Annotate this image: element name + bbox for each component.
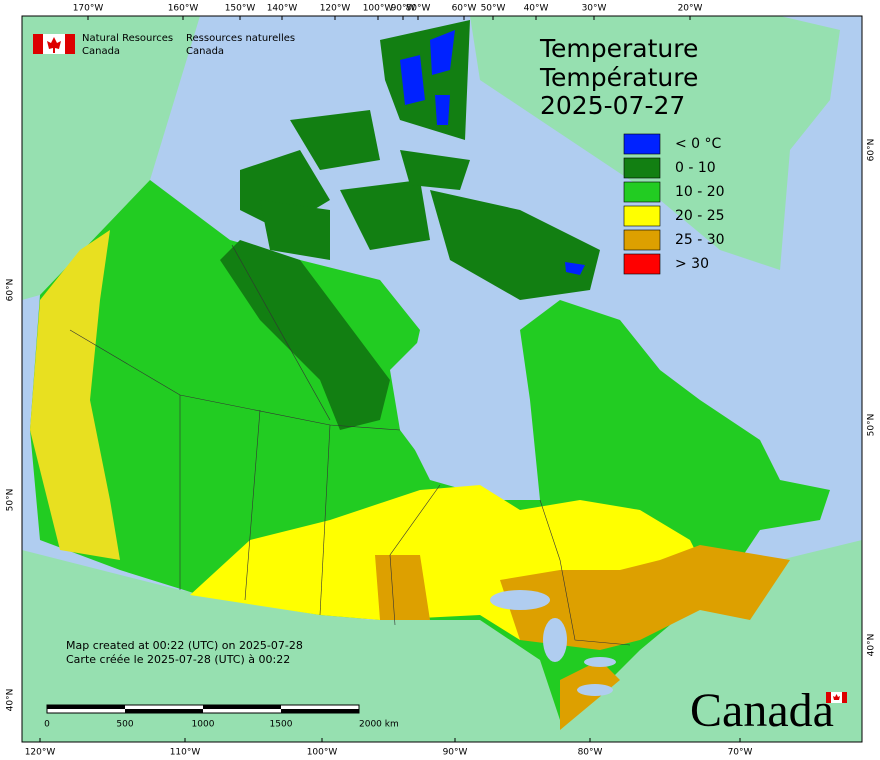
wordmark: Canada (690, 684, 834, 737)
legend-swatch (623, 253, 661, 275)
agency-en: Canada (82, 46, 120, 57)
legend-label: 0 - 10 (675, 160, 716, 176)
longitude-label: 40°W (524, 4, 549, 14)
scale-label: 1000 (192, 720, 215, 730)
longitude-label: 120°W (320, 4, 351, 14)
latitude-label: 60°N (6, 279, 16, 302)
map-frame (21, 15, 863, 743)
coast-warm (30, 230, 120, 560)
title: Temperature (539, 34, 698, 63)
longitude-label: 100°W (363, 4, 394, 14)
legend-label: < 0 °C (675, 136, 722, 152)
scale-label: 1500 (270, 720, 293, 730)
cold-mainland (220, 240, 390, 430)
hudson-bay (390, 340, 520, 480)
province-borders (69, 244, 631, 646)
latitude-label: 50°N (867, 414, 877, 437)
legend-label: 20 - 25 (675, 208, 725, 224)
longitude-label: 60°W (452, 4, 477, 14)
great-lakes (490, 590, 616, 696)
wordmark-flag (826, 692, 847, 703)
date: 2025-07-27 (540, 91, 685, 120)
longitude-label: 110°W (170, 748, 201, 758)
logo (33, 34, 75, 54)
note: Carte créée le 2025-07-28 (UTC) à 00:22 (66, 653, 290, 666)
longitude-label: 90°W (443, 748, 468, 758)
title: Température (539, 63, 698, 92)
legend-swatch (623, 229, 661, 251)
longitude-label: 150°W (225, 4, 256, 14)
longitude-label: 160°W (168, 4, 199, 14)
legend-swatch (623, 157, 661, 179)
longitude-label: 30°W (582, 4, 607, 14)
longitude-label: 80°W (406, 4, 431, 14)
agency-fr: Canada (186, 46, 224, 57)
legend-swatch (623, 133, 661, 155)
agency-en: Natural Resources (82, 33, 173, 44)
scale-label: 500 (116, 720, 133, 730)
agency-fr: Ressources naturelles (186, 33, 295, 44)
legend-label: 10 - 20 (675, 184, 725, 200)
alaska (22, 16, 200, 300)
longitude-label: 20°W (678, 4, 703, 14)
scale-bar (46, 704, 360, 714)
frozen-areas (400, 30, 585, 275)
longitude-label: 80°W (578, 748, 603, 758)
scale-label: 2000 km (359, 720, 399, 730)
latitude-label: 40°N (6, 689, 16, 712)
longitude-label: 120°W (25, 748, 56, 758)
latitude-label: 40°N (867, 634, 877, 657)
legend-label: > 30 (675, 256, 709, 272)
longitude-label: 70°W (728, 748, 753, 758)
note: Map created at 00:22 (UTC) on 2025-07-28 (66, 639, 303, 652)
longitude-label: 170°W (73, 4, 104, 14)
legend-label: 25 - 30 (675, 232, 725, 248)
scale-label: 0 (44, 720, 50, 730)
latitude-label: 50°N (6, 489, 16, 512)
legend-swatch (623, 181, 661, 203)
longitude-label: 140°W (267, 4, 298, 14)
legend-swatch (623, 205, 661, 227)
united-states (22, 540, 862, 742)
longitude-label: 90°W (391, 4, 416, 14)
longitude-label: 50°W (481, 4, 506, 14)
longitude-label: 100°W (307, 748, 338, 758)
latitude-label: 60°N (867, 139, 877, 162)
